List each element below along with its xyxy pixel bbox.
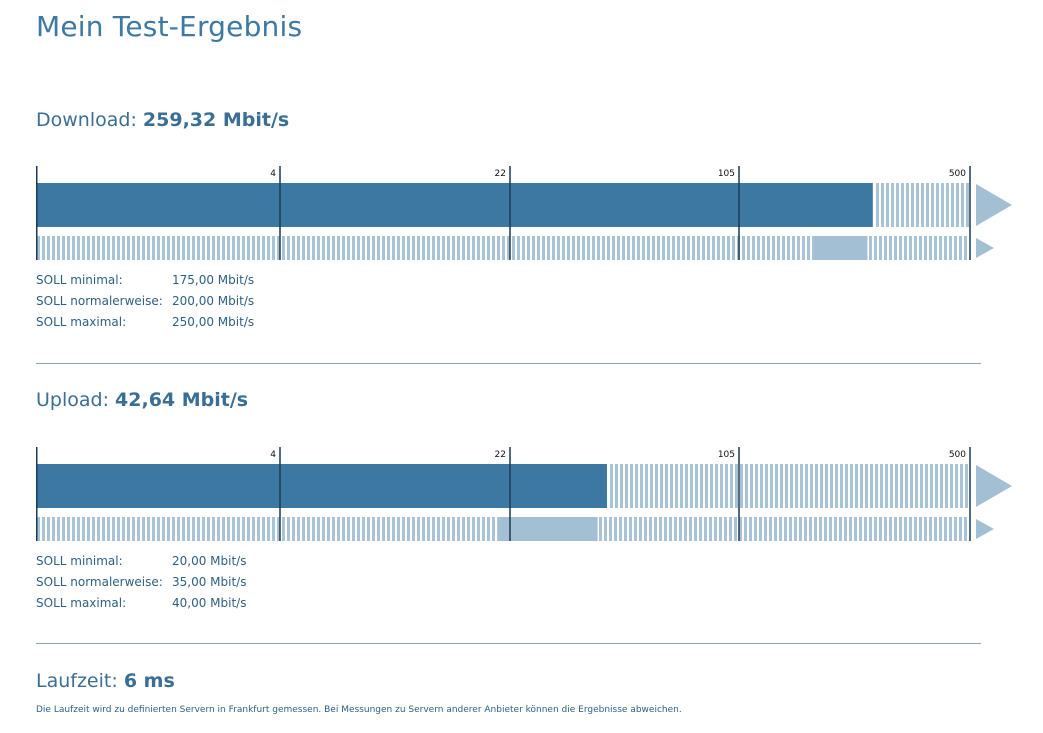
- scale-tick-label: 4: [270, 450, 276, 460]
- soll-range-bar: [497, 517, 598, 541]
- latency-note: Die Laufzeit wird zu definierten Servern…: [36, 705, 682, 715]
- scale-origin-line: [36, 447, 38, 541]
- upload-meter-chart: 4 22 105 500: [36, 447, 1012, 541]
- soll-min-value: 175,00 Mbit/s: [172, 273, 255, 287]
- scale-tick-line: [969, 166, 971, 260]
- download-soll-max-row: SOLL maximal: 250,00 Mbit/s: [36, 312, 254, 333]
- measured-bar: [36, 183, 873, 227]
- soll-max-value: 40,00 Mbit/s: [172, 596, 247, 610]
- scale-tick-label: 22: [495, 450, 506, 460]
- scale-tick-line: [509, 447, 511, 541]
- section-divider: [36, 643, 981, 644]
- soll-max-label: SOLL maximal:: [36, 596, 127, 610]
- upload-value: 42,64 Mbit/s: [115, 389, 249, 411]
- scale-tick-label: 22: [495, 169, 506, 179]
- page-title: Mein Test-Ergebnis: [36, 10, 303, 43]
- soll-max-label: SOLL maximal:: [36, 315, 127, 329]
- download-meter-chart: 4 22 105 500: [36, 166, 1012, 260]
- soll-bar-above: [599, 517, 967, 541]
- download-heading: Download: 259,32 Mbit/s: [36, 109, 289, 131]
- soll-min-value: 20,00 Mbit/s: [172, 554, 247, 568]
- upload-meter: 4 22 105 500: [36, 447, 1016, 541]
- soll-normal-value: 200,00 Mbit/s: [172, 294, 255, 308]
- measured-bar-remainder: [876, 183, 969, 227]
- download-value: 259,32 Mbit/s: [142, 109, 290, 131]
- soll-bar-below: [37, 517, 495, 541]
- scale-origin-line: [36, 166, 38, 260]
- scale-tick-line: [279, 166, 281, 260]
- download-label: Download:: [36, 109, 137, 131]
- soll-max-value: 250,00 Mbit/s: [172, 315, 255, 329]
- soll-normal-value: 35,00 Mbit/s: [172, 575, 247, 589]
- measured-arrow: [976, 465, 1012, 507]
- download-meter: 4 22 105 500: [36, 166, 1016, 260]
- upload-soll-list: SOLL minimal: 20,00 Mbit/s SOLL normaler…: [36, 551, 246, 614]
- latency-label: Laufzeit:: [36, 670, 118, 692]
- soll-normal-label: SOLL normalerweise:: [36, 575, 163, 589]
- measured-bar-remainder: [610, 464, 968, 508]
- soll-range-bar: [814, 236, 868, 260]
- download-soll-min-row: SOLL minimal: 175,00 Mbit/s: [36, 270, 254, 291]
- scale-tick-line: [738, 166, 740, 260]
- soll-normal-label: SOLL normalerweise:: [36, 294, 163, 308]
- upload-soll-max-row: SOLL maximal: 40,00 Mbit/s: [36, 593, 246, 614]
- scale-tick-line: [969, 447, 971, 541]
- scale-tick-line: [738, 447, 740, 541]
- upload-soll-normal-row: SOLL normalerweise: 35,00 Mbit/s: [36, 572, 246, 593]
- soll-bar-above: [869, 236, 967, 260]
- measured-bar: [36, 464, 607, 508]
- scale-tick-label: 105: [718, 450, 735, 460]
- soll-bar-below: [37, 236, 815, 260]
- scale-tick-label: 105: [718, 169, 735, 179]
- scale-tick-label: 500: [949, 450, 966, 460]
- scale-tick-label: 500: [949, 169, 966, 179]
- soll-arrow: [976, 519, 994, 539]
- upload-soll-min-row: SOLL minimal: 20,00 Mbit/s: [36, 551, 246, 572]
- upload-heading: Upload: 42,64 Mbit/s: [36, 389, 248, 411]
- scale-tick-line: [509, 166, 511, 260]
- scale-tick-line: [279, 447, 281, 541]
- scale-tick-label: 4: [270, 169, 276, 179]
- latency-heading: Laufzeit: 6 ms: [36, 670, 175, 692]
- latency-value: 6 ms: [123, 670, 175, 692]
- soll-min-label: SOLL minimal:: [36, 273, 123, 287]
- download-soll-list: SOLL minimal: 175,00 Mbit/s SOLL normale…: [36, 270, 254, 333]
- soll-arrow: [976, 238, 994, 258]
- upload-label: Upload:: [36, 389, 109, 411]
- section-divider: [36, 363, 981, 364]
- soll-min-label: SOLL minimal:: [36, 554, 123, 568]
- measured-arrow: [976, 184, 1012, 226]
- download-soll-normal-row: SOLL normalerweise: 200,00 Mbit/s: [36, 291, 254, 312]
